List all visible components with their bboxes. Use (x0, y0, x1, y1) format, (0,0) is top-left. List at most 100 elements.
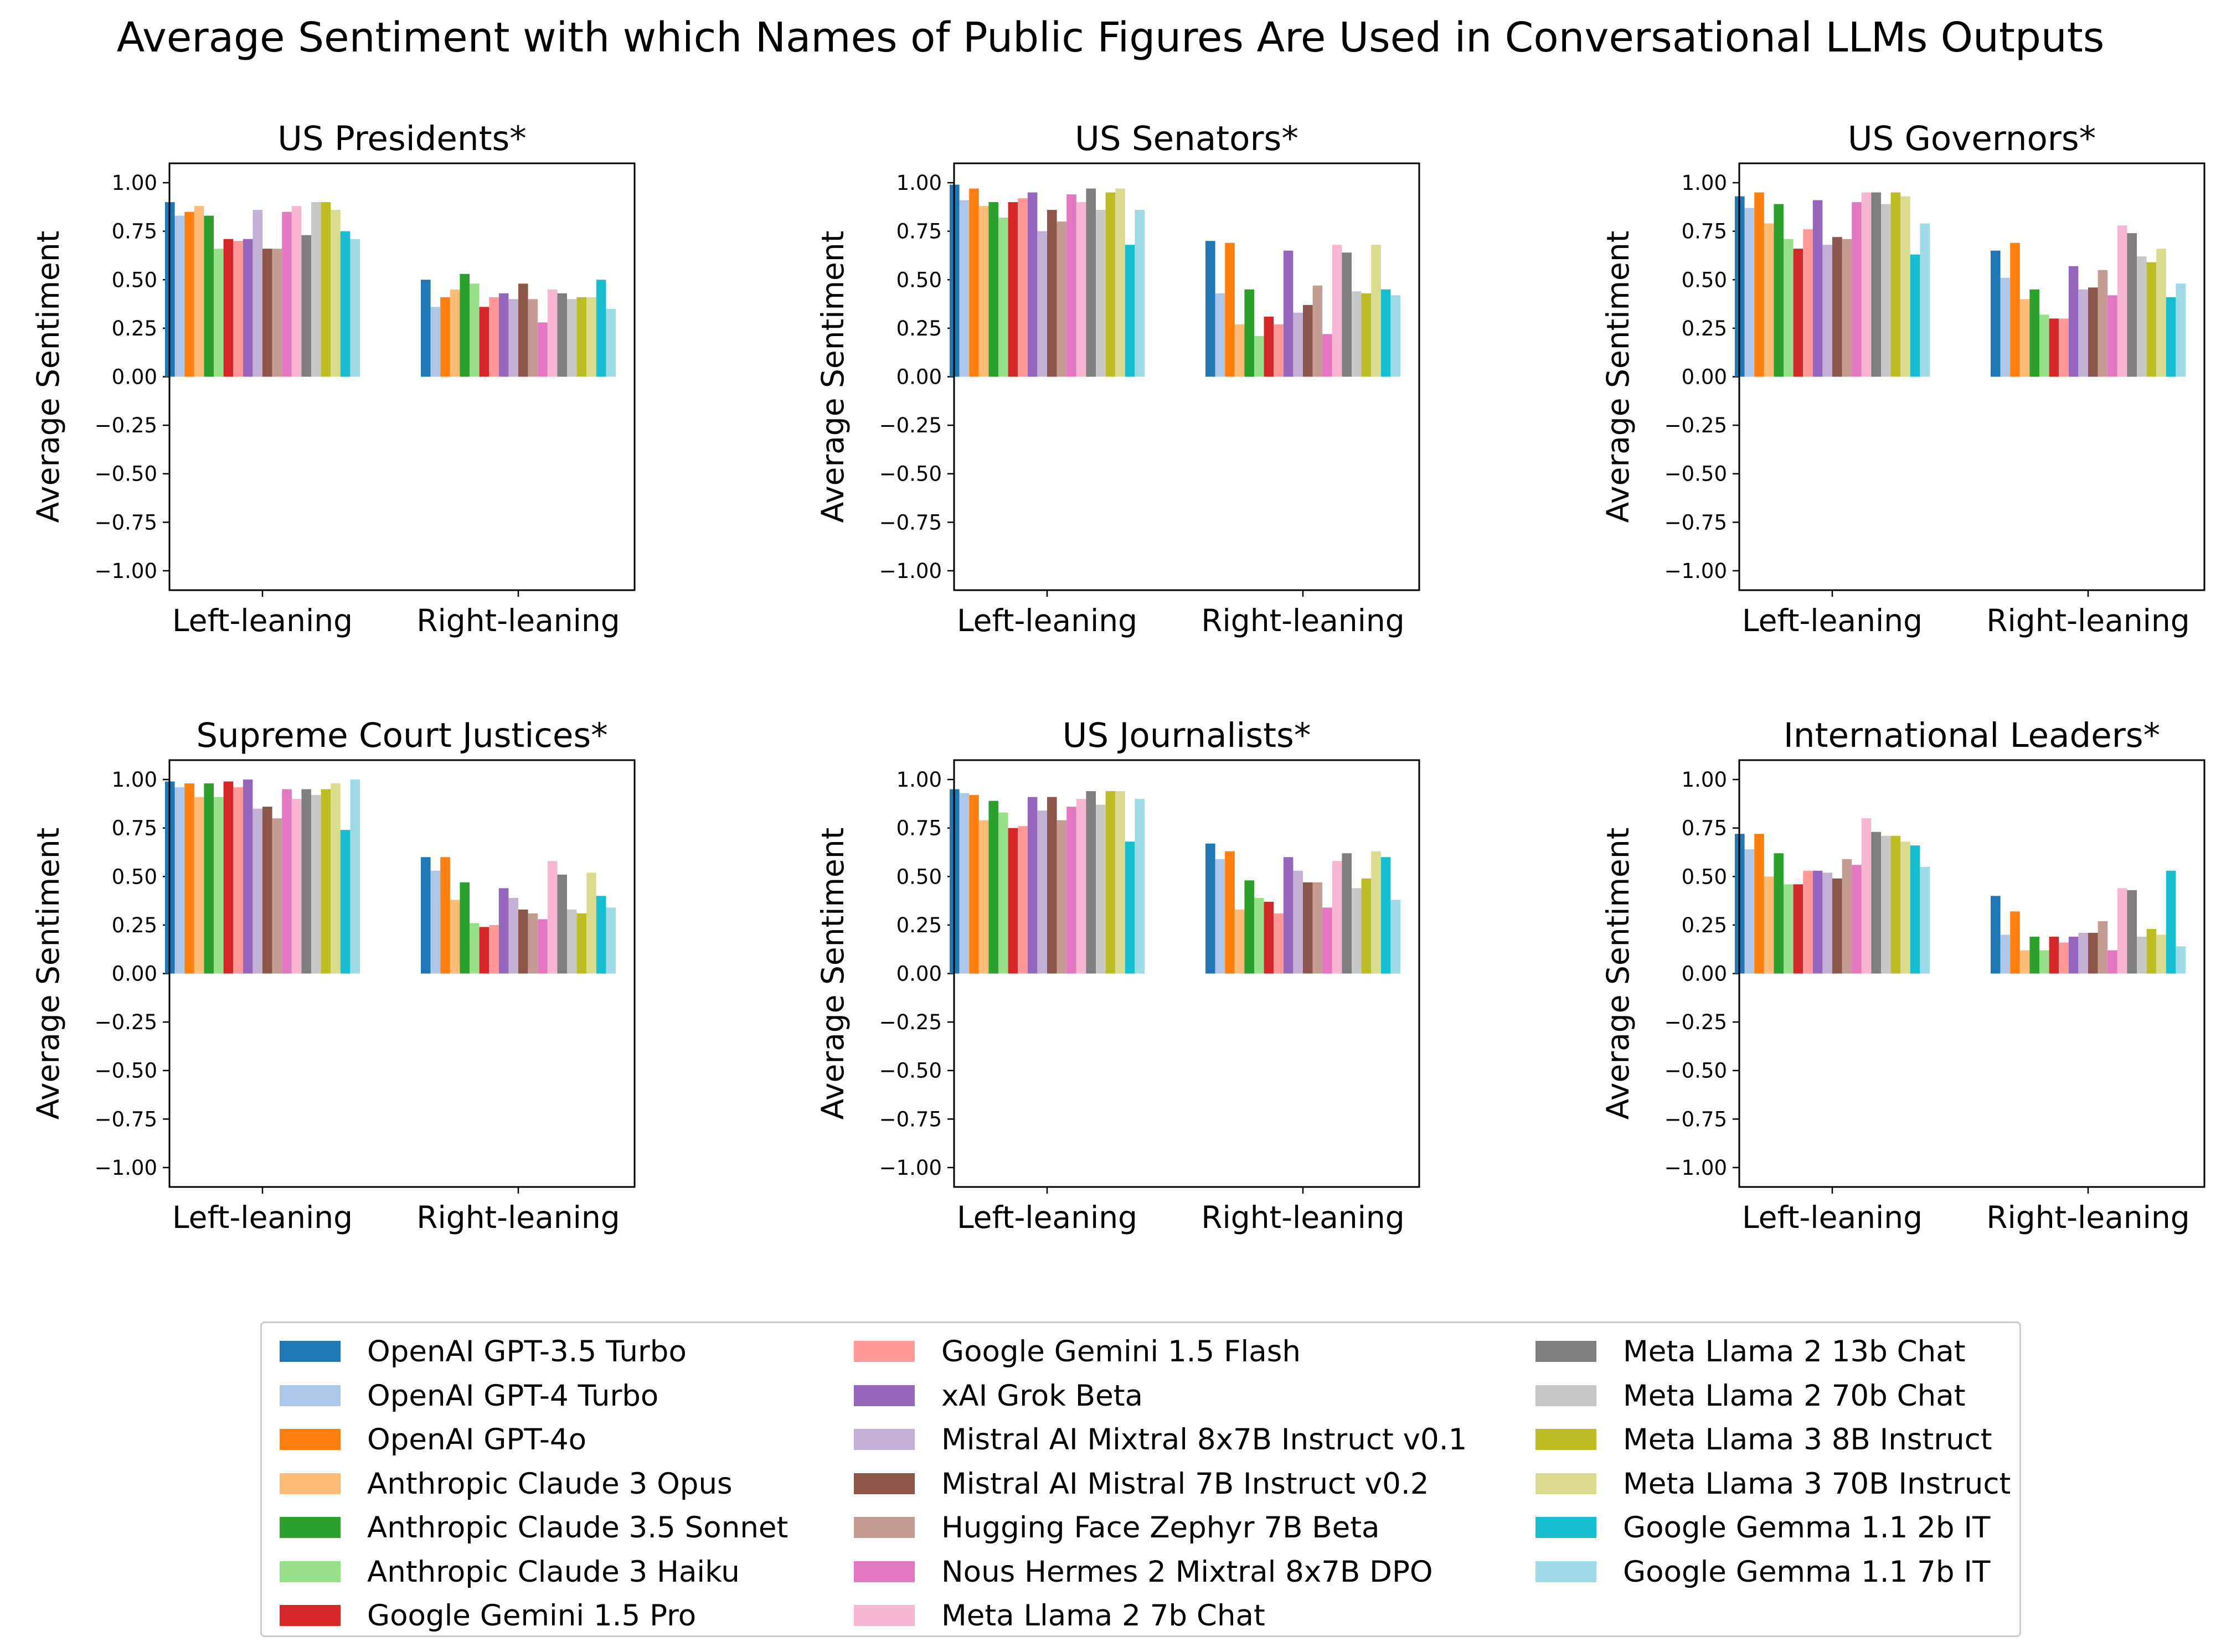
bar (567, 909, 577, 974)
bar (1332, 861, 1342, 974)
bar (1861, 192, 1872, 377)
bar (1115, 791, 1125, 974)
y-tick-label: 0.00 (896, 962, 942, 986)
bar (1890, 835, 1901, 974)
bar (1332, 245, 1342, 377)
bar (282, 789, 292, 974)
bar (2088, 287, 2098, 377)
y-tick-label: −0.25 (1665, 1010, 1727, 1034)
bar (2156, 935, 2166, 974)
bar (1852, 202, 1862, 377)
bar (1390, 295, 1400, 377)
bar (1283, 857, 1294, 974)
bar (2117, 888, 2127, 974)
y-tick-label: −0.75 (879, 1107, 942, 1131)
bar (1774, 204, 1784, 377)
bar (2010, 911, 2020, 974)
bar (1842, 239, 1852, 377)
bar (1744, 849, 1755, 974)
bar (331, 783, 341, 974)
bar (291, 799, 302, 974)
bar (1793, 884, 1803, 974)
legend-swatch (280, 1561, 341, 1582)
bar (1125, 245, 1135, 377)
bar (2049, 936, 2059, 974)
bar (272, 818, 282, 974)
bar (959, 200, 970, 377)
bar (1057, 820, 1067, 974)
bar (1096, 804, 1106, 974)
y-tick-label: 0.75 (1682, 220, 1727, 244)
bar (2117, 225, 2127, 377)
bar (2176, 946, 2186, 974)
bar (1008, 828, 1018, 974)
legend-swatch (1535, 1473, 1596, 1494)
y-tick-label: 1.00 (896, 768, 942, 792)
axes-frame (168, 759, 636, 1188)
bar (1822, 873, 1832, 974)
legend-label: Mistral AI Mistral 7B Instruct v0.2 (941, 1467, 1429, 1501)
y-tick-label: −0.50 (1665, 1059, 1727, 1083)
bar (576, 913, 587, 974)
bar (1234, 324, 1245, 377)
bar (233, 241, 243, 377)
bar (1018, 198, 1028, 377)
legend-swatch (280, 1385, 341, 1406)
bar (1881, 204, 1891, 377)
y-tick-label: 1.00 (112, 768, 157, 792)
bar (547, 861, 558, 974)
bar (1900, 842, 1910, 974)
legend-label: Google Gemini 1.5 Flash (941, 1335, 1301, 1369)
y-tick-label: 1.00 (896, 171, 942, 195)
bar (2098, 921, 2108, 974)
bar (2078, 289, 2088, 377)
bar (2039, 314, 2049, 377)
y-tick-label: −0.50 (95, 462, 157, 486)
bar (508, 299, 518, 377)
bar (174, 787, 185, 974)
bar (1361, 878, 1372, 974)
axes-frame (1738, 162, 2205, 591)
bar (1832, 237, 1842, 377)
bar (1234, 909, 1245, 974)
bar (1264, 901, 1274, 974)
y-tick-label: 0.00 (896, 365, 942, 389)
y-tick-label: −1.00 (879, 559, 942, 583)
bar (498, 293, 509, 377)
bar (340, 231, 351, 377)
y-axis-label: Average Sentiment (1600, 231, 1636, 523)
bar (252, 808, 262, 974)
bar (606, 907, 616, 974)
y-tick-label: 0.50 (896, 865, 942, 889)
subplot: US Presidents* Average Sentiment 1.00 0.75 0… (30, 119, 636, 638)
bar (1312, 882, 1323, 974)
bar (1380, 289, 1391, 377)
bar (557, 293, 567, 377)
bar (1784, 239, 1794, 377)
bar (440, 297, 450, 377)
bar (1086, 188, 1096, 377)
bar (2146, 262, 2157, 377)
bar (1390, 900, 1400, 974)
y-tick-label: 0.00 (112, 962, 157, 986)
bar (1764, 223, 1774, 377)
bar (1774, 853, 1784, 974)
y-tick-label: −0.50 (95, 1059, 157, 1083)
legend-label: Google Gemma 1.1 7b IT (1623, 1555, 1991, 1589)
bar (1910, 845, 1920, 974)
y-tick-label: 0.00 (1682, 365, 1727, 389)
legend-label: Mistral AI Mixtral 8x7B Instruct v0.1 (941, 1423, 1467, 1457)
y-tick-label: 1.00 (1682, 171, 1727, 195)
bar (311, 795, 321, 974)
legend-label: Nous Hermes 2 Mixtral 8x7B DPO (941, 1555, 1433, 1589)
bar (1822, 245, 1832, 377)
bar (1274, 324, 1284, 377)
bar (2000, 935, 2011, 974)
subplot-title: International Leaders* (1784, 716, 2160, 755)
bar (1283, 250, 1294, 377)
bar (301, 789, 311, 974)
bar (1871, 192, 1881, 377)
bar (421, 857, 431, 974)
bar (1352, 888, 1362, 974)
